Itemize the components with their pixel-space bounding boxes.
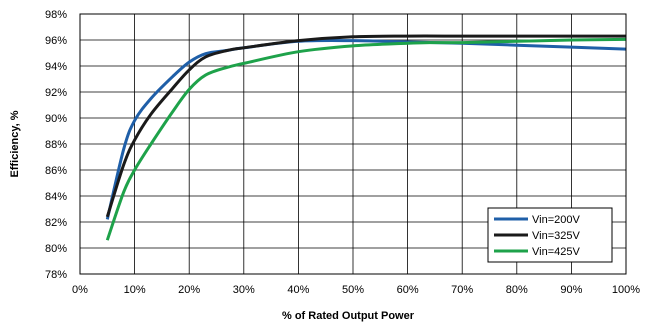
y-tick-label: 98% <box>45 9 67 21</box>
y-tick-label: 86% <box>45 165 67 177</box>
x-tick-label: 70% <box>451 284 473 296</box>
x-tick-label: 50% <box>342 284 364 296</box>
y-axis-label: Efficiency, % <box>9 110 21 177</box>
y-axis-ticks: 78% 80% 82% 84% 86% 88% 90% 92% 94% 96% 98% <box>45 9 67 281</box>
y-tick-label: 78% <box>45 269 67 281</box>
x-tick-label: 10% <box>124 284 146 296</box>
plot-area-frame <box>79 13 627 275</box>
x-axis-ticks: 0% 10% 20% 30% 40% 50% 60% 70% 80% 90% 100% <box>72 284 640 296</box>
series-lines <box>105 34 627 241</box>
legend-label-vin-200v: Vin=200V <box>532 214 580 226</box>
x-tick-label: 100% <box>612 284 640 296</box>
y-tick-label: 94% <box>45 61 67 73</box>
y-tick-label: 84% <box>45 191 67 203</box>
y-tick-label: 90% <box>45 113 67 125</box>
legend-label-vin-425v: Vin=425V <box>532 246 580 258</box>
series-line-vin-425v <box>105 37 627 241</box>
y-tick-label: 88% <box>45 139 67 151</box>
legend: Vin=200V Vin=325V Vin=425V <box>487 207 613 263</box>
y-tick-label: 96% <box>45 35 67 47</box>
series-line-vin-200v <box>105 38 627 220</box>
y-tick-label: 82% <box>45 217 67 229</box>
x-axis-label: % of Rated Output Power <box>282 310 415 322</box>
x-tick-label: 90% <box>560 284 582 296</box>
x-tick-label: 60% <box>397 284 419 296</box>
y-tick-label: 80% <box>45 243 67 255</box>
x-tick-label: 40% <box>287 284 309 296</box>
legend-label-vin-325v: Vin=325V <box>532 230 580 242</box>
x-tick-label: 80% <box>506 284 528 296</box>
series-line-vin-325v <box>105 34 626 218</box>
x-tick-label: 30% <box>233 284 255 296</box>
y-tick-label: 92% <box>45 87 67 99</box>
x-tick-label: 0% <box>72 284 88 296</box>
x-tick-label: 20% <box>178 284 200 296</box>
